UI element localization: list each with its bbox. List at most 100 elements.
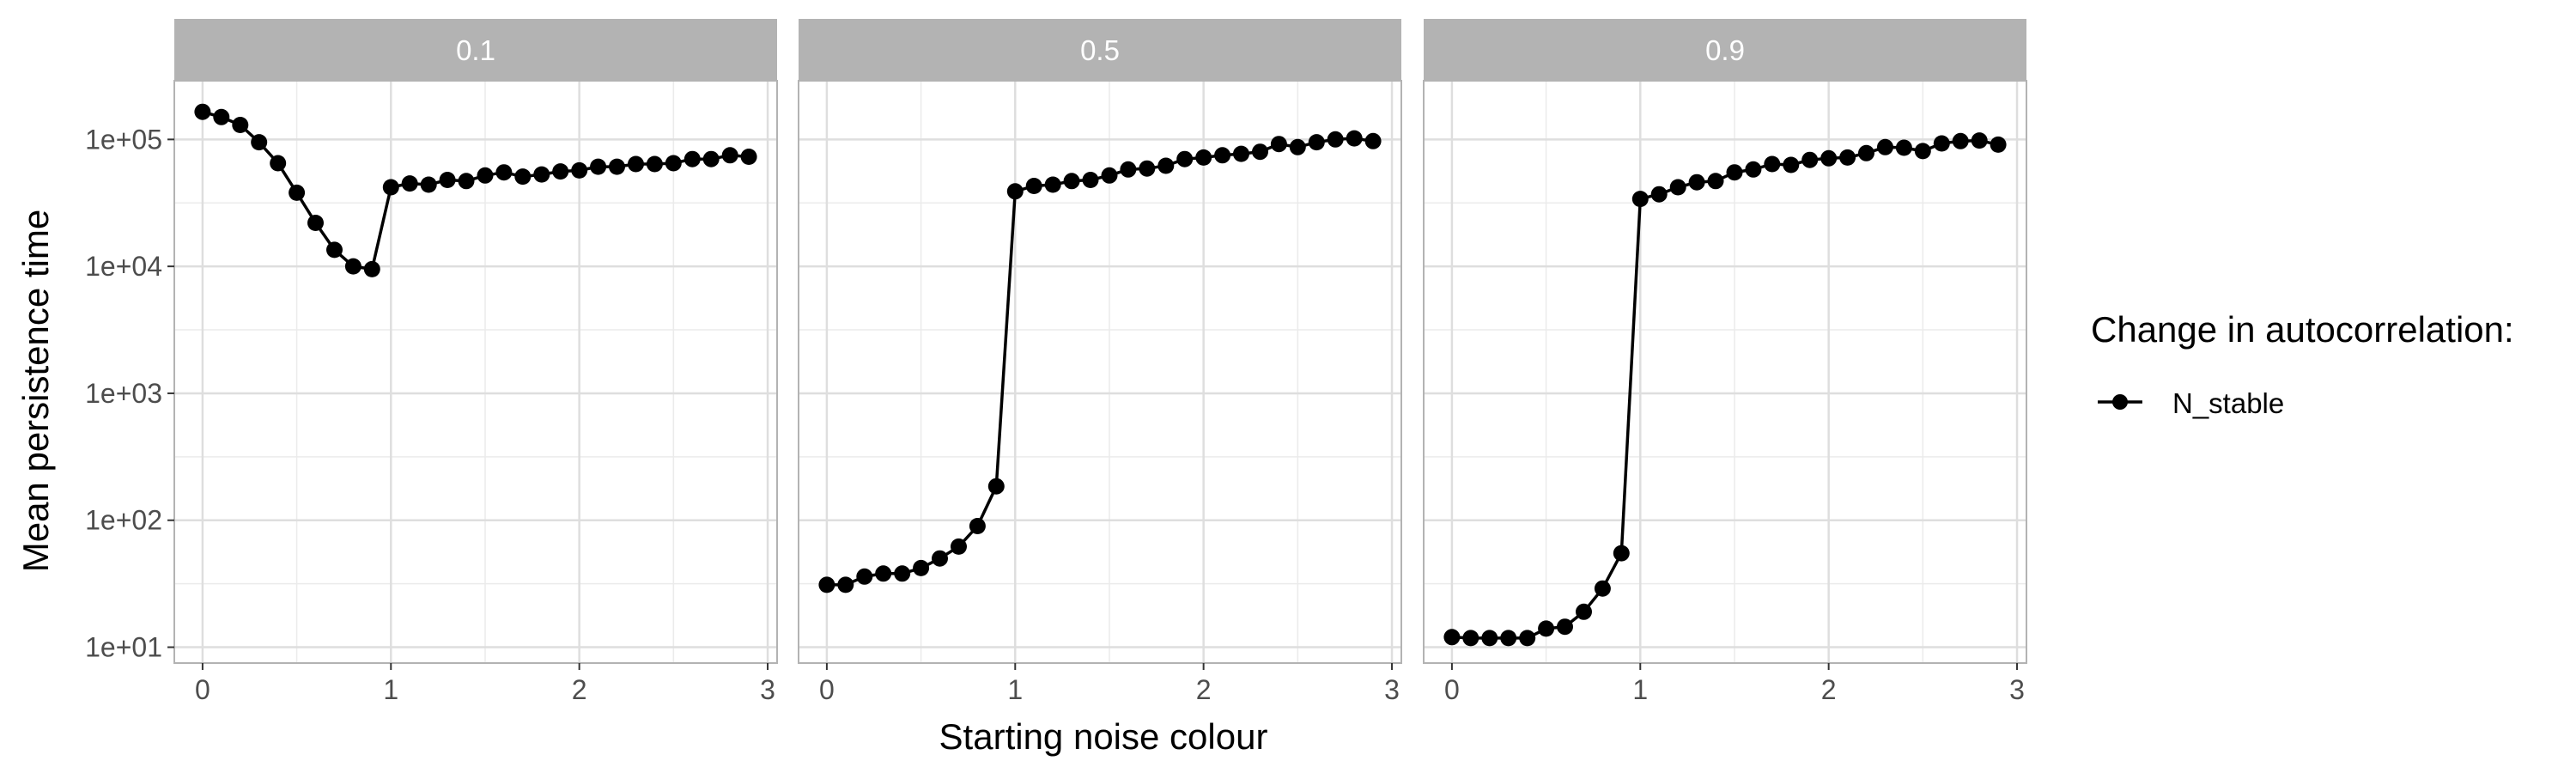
data-point (439, 172, 456, 188)
data-point (1726, 164, 1743, 181)
data-point (1481, 630, 1498, 647)
data-point (458, 173, 475, 190)
data-point (1707, 173, 1724, 190)
data-point (609, 158, 625, 175)
data-point (1063, 173, 1080, 190)
data-point (495, 164, 513, 181)
legend-entry-label: N_stable (2172, 387, 2284, 419)
y-tick-label: 1e+03 (85, 378, 162, 409)
data-point (194, 103, 211, 120)
data-point (913, 559, 930, 576)
panel-background (1424, 81, 2026, 663)
data-point (1820, 149, 1838, 167)
data-point (1308, 134, 1325, 151)
data-point (837, 576, 854, 593)
data-point (1745, 161, 1762, 178)
x-tick-label: 3 (1384, 674, 1400, 705)
data-point (1462, 630, 1479, 647)
y-axis-title: Mean persistence time (15, 210, 56, 573)
data-point (1557, 618, 1573, 636)
data-point (646, 155, 663, 173)
data-point (856, 568, 873, 585)
data-point (1971, 132, 1988, 149)
data-point (702, 150, 720, 167)
data-point (1914, 143, 1931, 160)
panel-border (173, 80, 778, 664)
data-point (1082, 172, 1099, 188)
data-point (289, 184, 306, 201)
x-axis-title: Starting noise colour (939, 716, 1268, 757)
x-tick-label: 3 (2009, 674, 2025, 705)
panel-border (1423, 80, 2027, 664)
data-point (951, 538, 967, 555)
legend-key-point (2112, 394, 2128, 410)
data-point (401, 175, 418, 192)
data-point (326, 241, 343, 259)
y-tick-label: 1e+05 (85, 124, 162, 155)
data-point (1500, 630, 1517, 647)
panel-background (174, 81, 777, 663)
data-point (1157, 157, 1175, 174)
x-tick-label: 2 (572, 674, 587, 705)
panel-0.1: 0.1 0 1 2 3 1e+01 1e+02 1e+03 1e+04 1e+05 (85, 19, 778, 705)
data-point (420, 176, 437, 193)
data-point (875, 565, 892, 582)
data-point (665, 155, 682, 172)
data-point (1952, 132, 1969, 149)
data-point (1176, 150, 1194, 167)
data-point (1214, 147, 1231, 164)
data-point (1877, 138, 1893, 155)
panel-strip (799, 19, 1401, 81)
panel-strip (1424, 19, 2026, 81)
data-point (1801, 151, 1819, 168)
panel-0.9: 0.9 0 1 2 3 (1423, 19, 2027, 705)
data-point (270, 155, 287, 172)
data-point (1346, 130, 1363, 147)
data-point (232, 117, 249, 133)
data-point (1101, 167, 1118, 184)
y-tick-label: 1e+01 (85, 632, 162, 663)
data-point (1990, 136, 2007, 153)
data-point (1594, 580, 1611, 597)
panel-strip-label: 0.1 (456, 34, 495, 66)
data-point (552, 163, 569, 180)
legend-title: Change in autocorrelation: (2091, 309, 2514, 350)
panel-strip (174, 19, 777, 81)
data-point (721, 147, 738, 164)
data-point (1631, 191, 1649, 208)
data-point (1933, 135, 1950, 152)
data-point (1764, 155, 1781, 173)
data-point (1270, 136, 1287, 153)
data-point (932, 550, 948, 567)
data-point (1443, 629, 1461, 646)
data-point (514, 168, 532, 186)
x-tick-label: 0 (195, 674, 210, 705)
data-point (382, 179, 399, 196)
panel-border (798, 80, 1402, 664)
data-point (1650, 186, 1668, 203)
data-point (1839, 149, 1856, 166)
data-point (1364, 132, 1382, 149)
data-point (307, 215, 324, 231)
data-point (363, 260, 380, 277)
data-point (1895, 139, 1912, 156)
y-tick-label: 1e+02 (85, 505, 162, 536)
x-tick-label: 1 (1632, 674, 1648, 705)
data-point (628, 155, 644, 173)
data-point (1669, 179, 1686, 196)
data-point (987, 478, 1005, 495)
panel-0.5: 0.5 0 1 2 3 (798, 19, 1402, 705)
data-point (1576, 603, 1592, 620)
data-point (533, 166, 550, 183)
data-point (1289, 138, 1306, 155)
data-point (1233, 145, 1249, 162)
x-tick-label: 0 (819, 674, 835, 705)
x-tick-label: 2 (1821, 674, 1837, 705)
x-tick-label: 3 (760, 674, 775, 705)
data-point (1252, 143, 1268, 161)
data-point (590, 158, 607, 175)
data-point (477, 167, 494, 184)
panel-strip-label: 0.5 (1080, 34, 1120, 66)
